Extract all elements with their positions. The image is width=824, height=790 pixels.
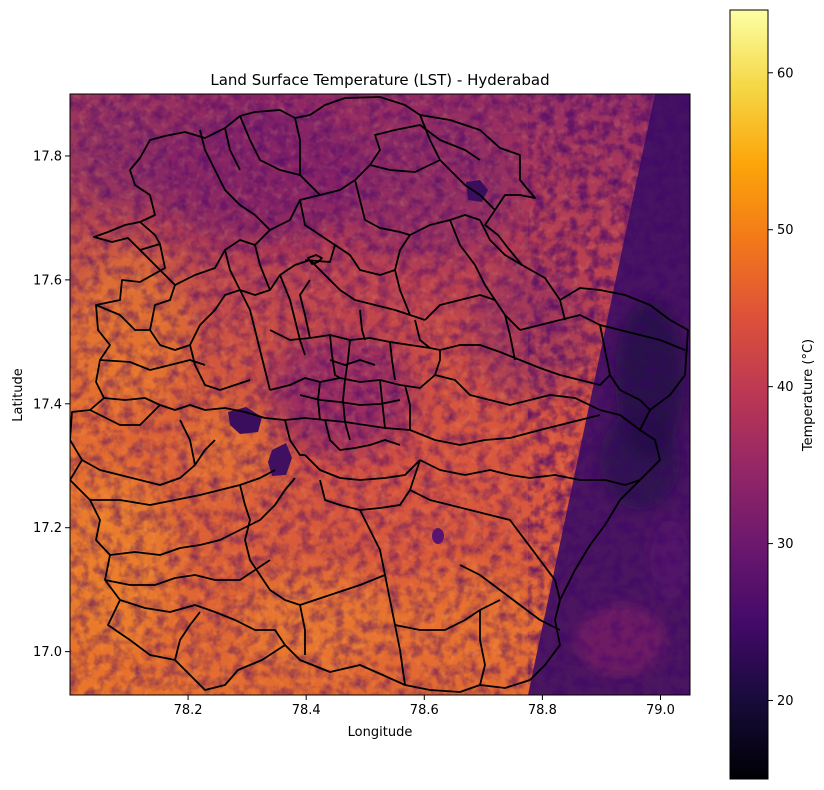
colorbar-tick-label: 20 — [777, 694, 794, 709]
y-tick-label: 17.8 — [33, 149, 62, 164]
colorbar-tick-label: 50 — [777, 223, 794, 238]
x-tick-label: 79.0 — [646, 703, 675, 718]
lst-raster — [70, 94, 690, 695]
x-tick-label: 78.6 — [410, 703, 439, 718]
colorbar-label: Temperature (°C) — [801, 339, 816, 452]
x-axis: 78.2 78.4 78.6 78.8 79.0 — [174, 695, 675, 718]
x-tick-label: 78.2 — [174, 703, 203, 718]
colorbar-tick-label: 60 — [777, 66, 794, 81]
y-axis-label: Latitude — [11, 368, 26, 422]
plot-frame — [69, 93, 691, 696]
colorbar — [729, 9, 769, 780]
y-tick-label: 17.4 — [33, 397, 62, 412]
x-tick-label: 78.4 — [292, 703, 321, 718]
colorbar-tick-label: 40 — [777, 380, 794, 395]
lake-south — [268, 443, 292, 476]
lake-southeast — [432, 528, 444, 544]
y-tick-label: 17.2 — [33, 521, 62, 536]
colorbar-tick-label: 30 — [777, 537, 794, 552]
y-axis: 17.0 17.2 17.4 17.6 17.8 — [33, 149, 70, 660]
colorbar-ticks: 20 30 40 50 60 — [768, 66, 794, 709]
y-tick-label: 17.0 — [33, 645, 62, 660]
y-tick-label: 17.6 — [33, 273, 62, 288]
x-tick-label: 78.8 — [528, 703, 557, 718]
district-boundaries — [70, 96, 689, 693]
x-axis-label: Longitude — [348, 725, 413, 740]
map-title: Land Surface Temperature (LST) - Hyderab… — [210, 71, 549, 89]
